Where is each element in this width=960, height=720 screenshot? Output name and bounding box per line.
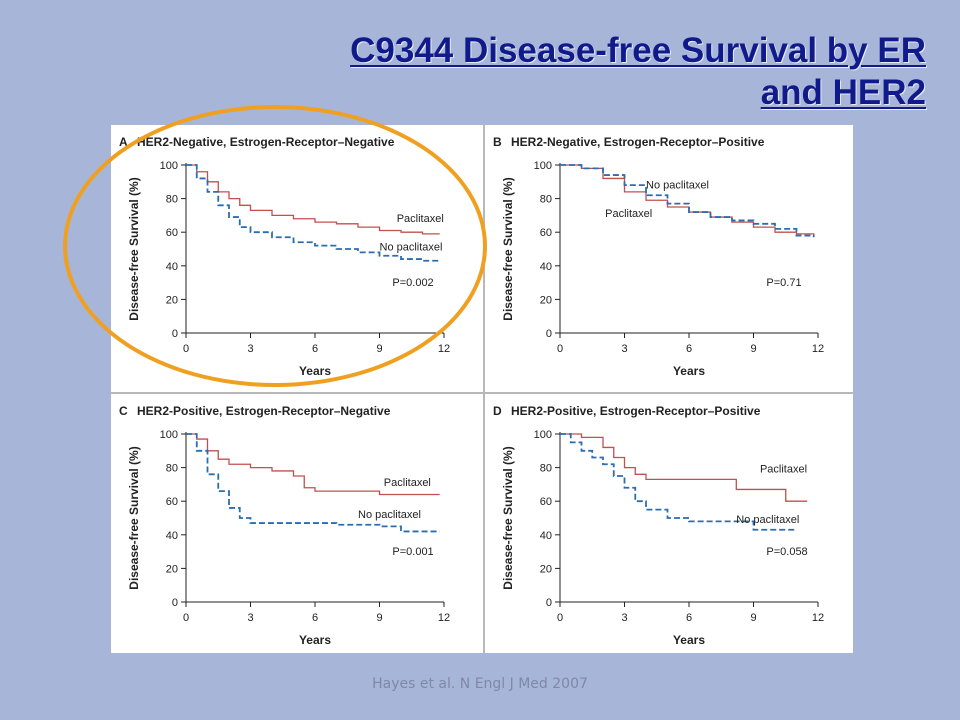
x-tick-label-a: 6	[312, 343, 318, 355]
y-tick-label-b: 20	[540, 294, 552, 306]
y-tick-label-a: 100	[160, 160, 178, 172]
series-line-no-paclitaxel-d	[560, 433, 797, 531]
y-tick-label-b: 40	[540, 261, 552, 273]
x-tick-label-a: 9	[376, 343, 382, 355]
y-tick-label-d: 80	[540, 463, 552, 475]
x-axis-label-c: Years	[299, 633, 331, 647]
p-value-d: P=0.058	[766, 546, 807, 558]
series-line-no-paclitaxel-c	[186, 433, 440, 533]
x-tick-label-d: 3	[621, 612, 627, 624]
y-tick-label-a: 40	[166, 261, 178, 273]
x-tick-label-d: 6	[686, 612, 692, 624]
curve-label-paclitaxel-d: Paclitaxel	[760, 464, 807, 476]
x-tick-label-b: 9	[750, 343, 756, 355]
panel-a: A HER2-Negative, Estrogen-Receptor–Negati…	[111, 125, 483, 392]
y-tick-label-b: 60	[540, 227, 552, 239]
y-tick-label-d: 100	[534, 429, 552, 441]
panel-title-c: HER2-Positive, Estrogen-Receptor–Negativ…	[137, 404, 391, 418]
y-tick-label-d: 20	[540, 563, 552, 575]
panel-letter-a: A	[119, 135, 128, 149]
y-axis-label-d: Disease-free Survival (%)	[501, 446, 515, 589]
series-line-paclitaxel-d	[560, 433, 808, 502]
x-tick-label-a: 3	[247, 343, 253, 355]
curve-label-no-paclitaxel-c: No paclitaxel	[358, 509, 421, 521]
x-tick-label-c: 9	[376, 612, 382, 624]
chart-panel-a: A HER2-Negative, Estrogen-Receptor–Negati…	[119, 135, 450, 378]
y-axis-label-b: Disease-free Survival (%)	[501, 177, 515, 320]
p-value-a: P=0.002	[392, 277, 433, 289]
p-value-b: P=0.71	[766, 277, 801, 289]
p-value-c: P=0.001	[392, 546, 433, 558]
panel-divider-vertical	[483, 125, 485, 653]
chart-panel-b: B HER2-Negative, Estrogen-Receptor–Positi…	[493, 135, 824, 378]
chart-panel-d: D HER2-Positive, Estrogen-Receptor–Positi…	[493, 404, 824, 647]
y-tick-label-c: 60	[166, 496, 178, 508]
y-tick-label-c: 40	[166, 530, 178, 542]
x-tick-label-b: 3	[621, 343, 627, 355]
chart-panel-c: C HER2-Positive, Estrogen-Receptor–Negati…	[119, 404, 450, 647]
panel-letter-d: D	[493, 404, 502, 418]
x-tick-label-b: 12	[812, 343, 824, 355]
x-tick-label-c: 6	[312, 612, 318, 624]
panel-divider-horizontal	[111, 392, 853, 394]
panel-title-d: HER2-Positive, Estrogen-Receptor–Positiv…	[511, 404, 761, 418]
panel-b: B HER2-Negative, Estrogen-Receptor–Positi…	[485, 125, 857, 392]
series-line-paclitaxel-a	[186, 164, 440, 235]
slide-title-line2: and HER2	[760, 73, 926, 112]
x-tick-label-b: 0	[557, 343, 563, 355]
y-tick-label-c: 20	[166, 563, 178, 575]
y-tick-label-b: 100	[534, 160, 552, 172]
y-axis-label-a: Disease-free Survival (%)	[127, 177, 141, 320]
series-line-no-paclitaxel-b	[560, 164, 815, 238]
x-axis-label-d: Years	[673, 633, 705, 647]
slide-title-line1: C9344 Disease-free Survival by ER	[350, 31, 926, 70]
x-tick-label-c: 3	[247, 612, 253, 624]
series-line-paclitaxel-c	[186, 433, 440, 496]
curve-label-paclitaxel-c: Paclitaxel	[384, 477, 431, 489]
y-tick-label-d: 60	[540, 496, 552, 508]
y-tick-label-b: 80	[540, 194, 552, 206]
y-tick-label-c: 0	[172, 597, 178, 609]
y-tick-label-d: 0	[546, 597, 552, 609]
x-axis-label-a: Years	[299, 364, 331, 378]
x-tick-label-d: 9	[750, 612, 756, 624]
x-tick-label-a: 0	[183, 343, 189, 355]
y-tick-label-b: 0	[546, 328, 552, 340]
y-tick-label-a: 20	[166, 294, 178, 306]
panel-title-a: HER2-Negative, Estrogen-Receptor–Negativ…	[137, 135, 395, 149]
panel-letter-c: C	[119, 404, 128, 418]
y-tick-label-c: 80	[166, 463, 178, 475]
x-tick-label-b: 6	[686, 343, 692, 355]
y-axis-label-c: Disease-free Survival (%)	[127, 446, 141, 589]
citation: Hayes et al. N Engl J Med 2007	[372, 676, 588, 692]
curve-label-no-paclitaxel-a: No paclitaxel	[380, 242, 443, 254]
curve-label-paclitaxel-b: Paclitaxel	[605, 208, 652, 220]
x-tick-label-d: 0	[557, 612, 563, 624]
panel-c: C HER2-Positive, Estrogen-Receptor–Negati…	[111, 394, 483, 661]
y-tick-label-d: 40	[540, 530, 552, 542]
x-tick-label-c: 0	[183, 612, 189, 624]
kaplan-meier-figure: A HER2-Negative, Estrogen-Receptor–Negati…	[111, 125, 853, 653]
series-line-no-paclitaxel-a	[186, 164, 440, 262]
curve-label-no-paclitaxel-d: No paclitaxel	[736, 514, 799, 526]
x-axis-label-b: Years	[673, 364, 705, 378]
y-tick-label-c: 100	[160, 429, 178, 441]
x-tick-label-d: 12	[812, 612, 824, 624]
y-tick-label-a: 0	[172, 328, 178, 340]
x-tick-label-a: 12	[438, 343, 450, 355]
panel-d: D HER2-Positive, Estrogen-Receptor–Positi…	[485, 394, 857, 661]
x-tick-label-c: 12	[438, 612, 450, 624]
panel-title-b: HER2-Negative, Estrogen-Receptor–Positiv…	[511, 135, 765, 149]
panel-letter-b: B	[493, 135, 502, 149]
y-tick-label-a: 60	[166, 227, 178, 239]
curve-label-paclitaxel-a: Paclitaxel	[397, 213, 444, 225]
curve-label-no-paclitaxel-b: No paclitaxel	[646, 180, 709, 192]
y-tick-label-a: 80	[166, 194, 178, 206]
slide-title: C9344 Disease-free Survival by ER and HE…	[166, 30, 926, 114]
